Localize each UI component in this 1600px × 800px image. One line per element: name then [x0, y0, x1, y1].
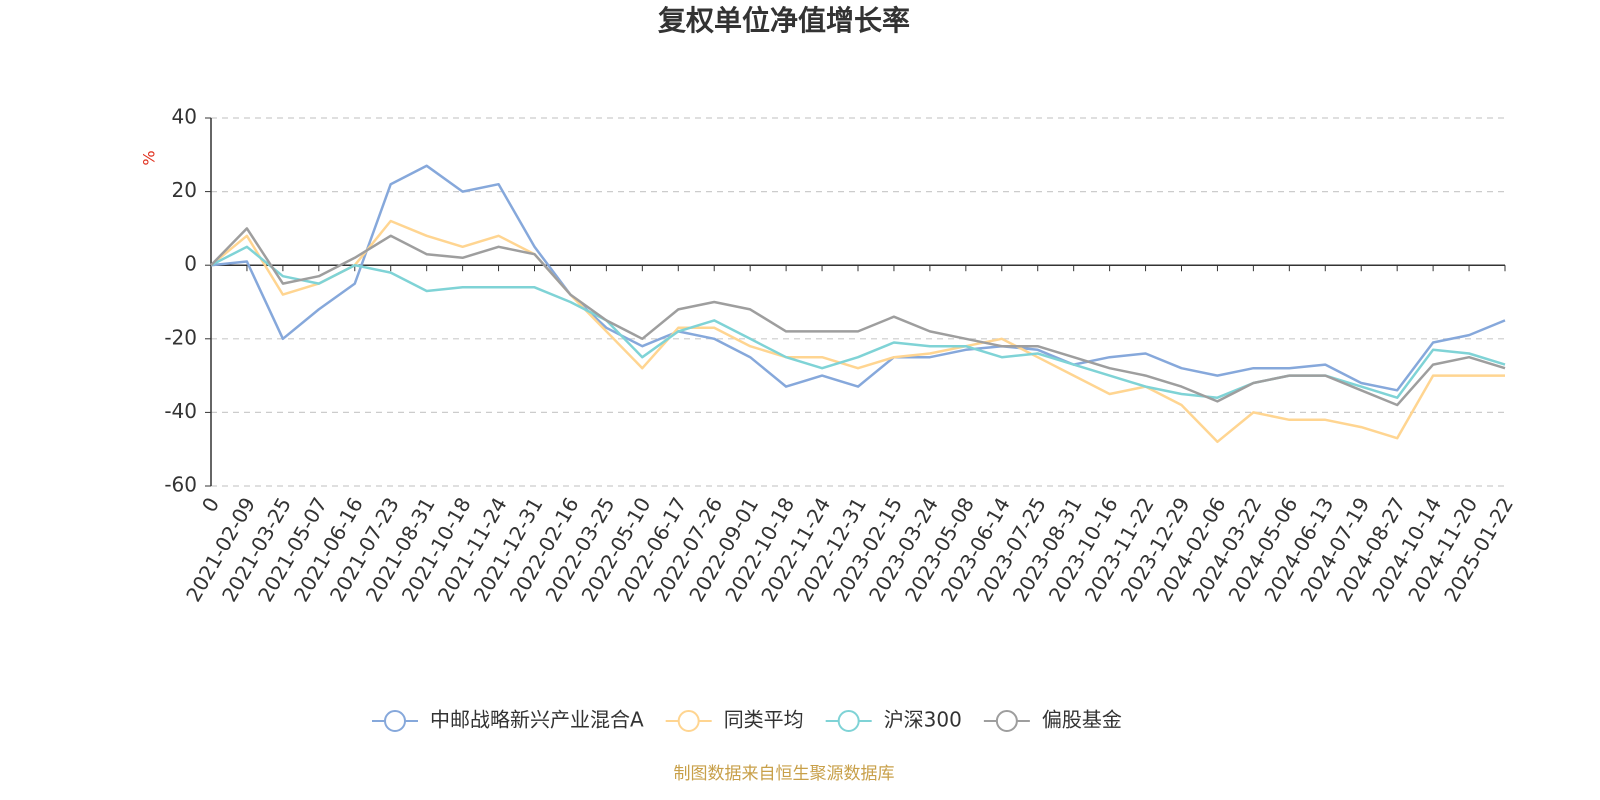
series-line: [210, 227, 1506, 407]
legend-marker: [677, 710, 700, 732]
chart-title: 复权单位净值增长率: [658, 4, 910, 37]
series-line: [210, 219, 1505, 444]
legend-label: 同类平均: [724, 708, 804, 732]
legend-marker: [995, 710, 1018, 732]
y-tick-label: 20: [172, 178, 197, 202]
y-tick-label: -20: [164, 325, 197, 349]
y-tick-label: -40: [164, 399, 197, 423]
source-note: 制图数据来自恒生聚源数据库: [674, 764, 895, 784]
series-line: [210, 164, 1506, 392]
legend-label: 偏股基金: [1042, 708, 1122, 732]
y-tick-label: 0: [184, 252, 197, 276]
y-tick-label: -60: [164, 473, 197, 497]
legend-label: 沪深300: [884, 708, 962, 732]
legend-label: 中邮战略新兴产业混合A: [430, 708, 644, 732]
legend-marker: [837, 710, 860, 732]
x-tick-label: 0: [197, 493, 224, 516]
y-tick-label: 40: [172, 105, 197, 129]
legend-marker: [384, 710, 406, 732]
y-axis-label: %: [140, 150, 159, 165]
